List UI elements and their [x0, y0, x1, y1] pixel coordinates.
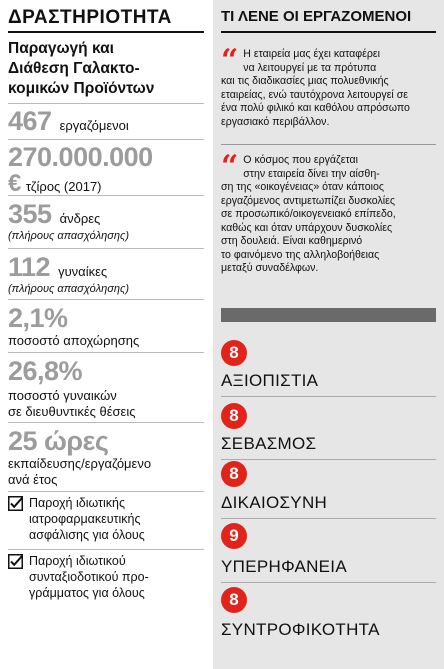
benefit-line: ασφάλισης για όλους	[29, 528, 145, 542]
title-rule	[221, 31, 436, 33]
rating-score-badge: 8	[221, 340, 247, 366]
benefit-line: Παροχή ιδιωτικής	[29, 496, 126, 510]
stat-label-line: σε διευθυντικές θέσεις	[8, 404, 136, 419]
rating-label: ΣΕΒΑΣΜΟΣ	[221, 434, 317, 453]
quote-divider	[221, 144, 436, 145]
stat-value: 355	[8, 199, 52, 229]
activity-column: ΔΡΑΣΤΗΡΙΟΤΗΤΑ Παραγωγή και Διάθεση Γαλακ…	[8, 4, 204, 609]
quote-line: μεταξύ συναδέλφων.	[221, 262, 319, 274]
employees-say-panel: ΤΙ ΛΕΝΕ ΟΙ ΕΡΓΑΖΟΜΕΝΟΙ “ Η εταιρεία μας …	[213, 0, 444, 669]
quote-line: στην εταιρεία δίνει την αίσθη-	[243, 167, 380, 180]
benefit-line: Παροχή ιδιωτικού	[29, 554, 126, 568]
quote-line: καθώς και όταν υπάρχουν δυσκολίες	[221, 221, 393, 234]
rating-label: ΑΞΙΟΠΙΣΤΙΑ	[221, 371, 319, 390]
stat-training: 25 ώρες εκπαίδευσης/εργαζόμενο ανά έτος	[8, 422, 204, 491]
activity-description: Παραγωγή και Διάθεση Γαλακτο- κομικών Πρ…	[8, 39, 204, 103]
stat-label: εργαζόμενοι	[59, 118, 129, 133]
quote-line: ένα πολύ φιλικό και καθόλου απρόσωπο	[221, 102, 410, 114]
rating-label: ΣΥΝΤΡΟΦΙΚΟΤΗΤΑ	[221, 620, 380, 639]
activity-description-line: Παραγωγή και	[8, 40, 114, 57]
rating-divider	[221, 518, 436, 519]
activity-description-line: Διάθεση Γαλακτο-	[8, 60, 140, 77]
stat-label: ποσοστό αποχώρησης	[8, 333, 140, 348]
stat-label-line: ανά έτος	[8, 472, 58, 487]
stat-note: (πλήρους απασχόλησης)	[8, 230, 130, 242]
quote-line: εταιρείας, ενώ ταυτόχρονα λειτουργεί σε	[221, 88, 408, 101]
stat-men: 355 άνδρες (πλήρους απασχόλησης)	[8, 195, 204, 248]
quote-mark-icon: “	[221, 149, 239, 184]
section-separator-bar	[221, 308, 436, 322]
stat-value: 25 ώρες	[8, 426, 109, 456]
stat-label: άνδρες	[59, 211, 101, 226]
stat-employees: 467 εργαζόμενοι	[8, 103, 204, 139]
quote-line: εργασιακό περιβάλλον.	[221, 115, 330, 128]
benefit-line: ιατροφαρμακευτικής	[29, 512, 141, 526]
activity-description-line: κομικών Προϊόντων	[8, 80, 155, 97]
benefit-line: συνταξιοδοτικού προ-	[29, 570, 149, 584]
quote-line: να λειτουργεί με τα πρότυπα	[243, 61, 377, 74]
quote-line: Ο κόσμος που εργάζεται	[243, 154, 358, 166]
employees-say-title: ΤΙ ΛΕΝΕ ΟΙ ΕΡΓΑΖΟΜΕΝΟΙ	[221, 8, 412, 25]
rating-divider	[221, 582, 436, 583]
stat-label-line: ποσοστό γυναικών	[8, 388, 117, 403]
rating-label: ΥΠΕΡΗΦΑΝΕΙΑ	[221, 557, 347, 576]
employee-quote: “ Ο κόσμος που εργάζεται στην εταιρεία δ…	[221, 149, 437, 276]
employee-quote: “ Η εταιρεία μας έχει καταφέρει να λειτο…	[221, 43, 437, 129]
rating-score-badge: 8	[221, 461, 247, 487]
title-rule	[8, 31, 204, 33]
rating-score-badge: 8	[221, 403, 247, 429]
benefit-line: γράμματος για όλους	[29, 586, 145, 600]
stat-revenue: 270.000.000 € τζίρος (2017)	[8, 139, 204, 197]
rating-label: ΔΙΚΑΙΟΣΥΝΗ	[221, 493, 328, 512]
quote-line: σε προσωπικό/οικογενειακό επίπεδο,	[221, 208, 396, 220]
quote-line: Η εταιρεία μας έχει καταφέρει	[243, 48, 380, 60]
stat-value: 270.000.000	[8, 142, 153, 172]
checkbox-checked-icon	[8, 554, 23, 569]
stat-value: 26,8%	[8, 356, 83, 386]
quote-line: και τις διαδικασίες μιας πολυεθνικής	[221, 75, 389, 87]
stat-note: (πλήρους απασχόλησης)	[8, 283, 130, 295]
quote-line: στη δουλειά. Είναι καθημερινό	[221, 235, 363, 247]
benefit-health-insurance: Παροχή ιδιωτικής ιατροφαρμακευτικής ασφά…	[8, 491, 204, 549]
stat-value: 467	[8, 106, 52, 136]
stat-women-management: 26,8% ποσοστό γυναικών σε διευθυντικές θ…	[8, 352, 204, 422]
rating-score-badge: 8	[221, 587, 247, 613]
benefit-pension-plan: Παροχή ιδιωτικού συνταξιοδοτικού προ- γρ…	[8, 549, 204, 609]
currency-symbol: €	[8, 170, 21, 197]
stat-label: τζίρος (2017)	[25, 179, 102, 194]
quote-line: το φαινόμενο της αλληλοβοήθειας	[221, 248, 380, 261]
stat-label: γυναίκες	[58, 264, 108, 279]
rating-divider	[221, 459, 436, 460]
stat-value: 2,1%	[8, 303, 68, 333]
stat-value: 112	[8, 252, 51, 282]
quote-line: ση της «οικογένειας» όταν κάποιος	[221, 181, 384, 193]
quote-mark-icon: “	[221, 43, 239, 78]
stat-turnover: 2,1% ποσοστό αποχώρησης	[8, 299, 204, 352]
checkbox-checked-icon	[8, 496, 23, 511]
activity-title: ΔΡΑΣΤΗΡΙΟΤΗΤΑ	[8, 7, 172, 28]
quote-line: εργαζόμενος αντιμετωπίζει δυσκολίες	[221, 194, 395, 207]
rating-score-badge: 9	[221, 523, 247, 549]
stat-label-line: εκπαίδευσης/εργαζόμενο	[8, 456, 152, 471]
stat-women: 112 γυναίκες (πλήρους απασχόλησης)	[8, 248, 204, 299]
rating-divider	[221, 396, 436, 397]
